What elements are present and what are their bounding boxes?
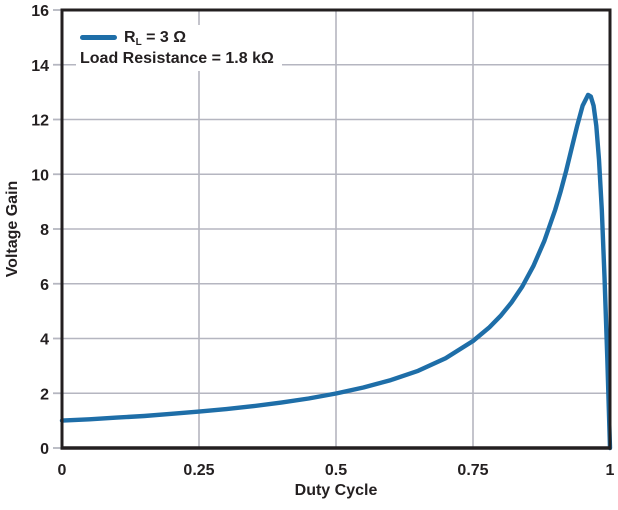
legend-series-label-rest: = 3 Ω [141, 29, 187, 46]
y-tick-label: 6 [40, 277, 49, 294]
y-tick-label: 16 [31, 3, 49, 20]
legend-series-label-base: R [124, 29, 136, 46]
y-tick-label: 14 [31, 58, 49, 75]
y-tick-label: 8 [40, 222, 49, 239]
x-axis-title: Duty Cycle [294, 482, 378, 499]
y-tick-label: 10 [31, 167, 49, 184]
legend-annotation: Load Resistance = 1.8 kΩ [80, 50, 274, 67]
x-tick-label: 0 [58, 462, 67, 479]
legend-entry: RL = 3 Ω [80, 27, 274, 48]
series-curve [59, 92, 613, 451]
x-tick-label: 1 [606, 462, 615, 479]
x-tick-label: 0.5 [325, 462, 347, 479]
legend-series-label: RL = 3 Ω [124, 27, 186, 48]
legend: RL = 3 Ω Load Resistance = 1.8 kΩ [76, 25, 282, 71]
x-tick-label: 0.75 [457, 462, 488, 479]
series-line-swatch [80, 35, 117, 40]
x-tick-label: 0.25 [183, 462, 214, 479]
y-axis-title: Voltage Gain [4, 180, 21, 278]
y-tick-label: 2 [40, 386, 49, 403]
y-tick-label: 0 [40, 441, 49, 458]
legend-series-label-sub: L [135, 37, 142, 48]
y-tick-label: 4 [40, 332, 49, 349]
y-tick-label: 12 [31, 113, 49, 130]
